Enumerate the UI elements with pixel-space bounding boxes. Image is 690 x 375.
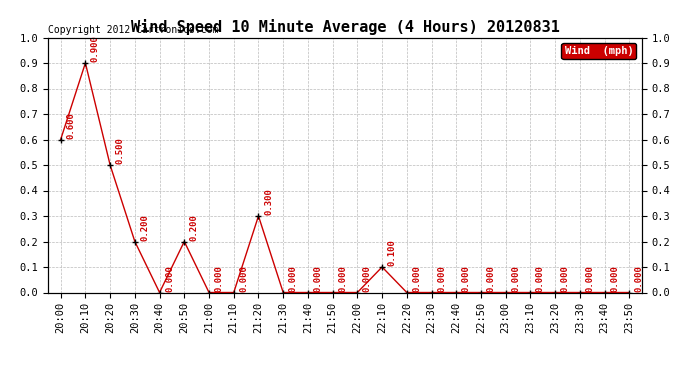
Text: 0.300: 0.300 — [264, 188, 273, 215]
Text: 0.000: 0.000 — [585, 265, 595, 292]
Text: 0.000: 0.000 — [165, 265, 174, 292]
Text: 0.000: 0.000 — [561, 265, 570, 292]
Text: 0.000: 0.000 — [462, 265, 471, 292]
Text: 0.000: 0.000 — [313, 265, 322, 292]
Text: Copyright 2012 Cartronics.com: Copyright 2012 Cartronics.com — [48, 25, 219, 35]
Text: 0.000: 0.000 — [536, 265, 545, 292]
Text: 0.000: 0.000 — [363, 265, 372, 292]
Text: 0.000: 0.000 — [338, 265, 347, 292]
Text: 0.900: 0.900 — [91, 35, 100, 62]
Text: 0.000: 0.000 — [288, 265, 298, 292]
Text: 0.000: 0.000 — [239, 265, 248, 292]
Text: 0.100: 0.100 — [388, 239, 397, 266]
Text: 0.000: 0.000 — [486, 265, 495, 292]
Text: 0.000: 0.000 — [610, 265, 619, 292]
Text: 0.200: 0.200 — [140, 214, 150, 241]
Text: 0.000: 0.000 — [413, 265, 422, 292]
Text: 0.000: 0.000 — [215, 265, 224, 292]
Legend: Wind  (mph): Wind (mph) — [562, 43, 636, 59]
Text: 0.000: 0.000 — [635, 265, 644, 292]
Title: Wind Speed 10 Minute Average (4 Hours) 20120831: Wind Speed 10 Minute Average (4 Hours) 2… — [130, 19, 560, 35]
Text: 0.600: 0.600 — [66, 112, 75, 139]
Text: 0.500: 0.500 — [116, 137, 125, 164]
Text: 0.200: 0.200 — [190, 214, 199, 241]
Text: 0.000: 0.000 — [437, 265, 446, 292]
Text: 0.000: 0.000 — [511, 265, 520, 292]
